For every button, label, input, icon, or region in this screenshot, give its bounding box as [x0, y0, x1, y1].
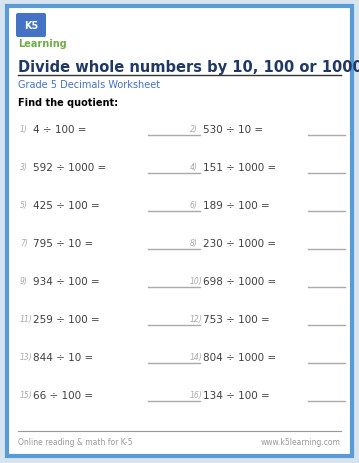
Text: K5: K5 — [24, 21, 38, 31]
Text: 151 ÷ 1000 =: 151 ÷ 1000 = — [203, 163, 280, 173]
Text: Online reading & math for K-5: Online reading & math for K-5 — [18, 437, 132, 446]
Text: 795 ÷ 10 =: 795 ÷ 10 = — [33, 238, 97, 249]
Text: 8): 8) — [190, 239, 198, 248]
Text: 804 ÷ 1000 =: 804 ÷ 1000 = — [203, 352, 279, 362]
Text: 5): 5) — [20, 201, 28, 210]
Text: 425 ÷ 100 =: 425 ÷ 100 = — [33, 200, 103, 211]
Text: Find the quotient:: Find the quotient: — [18, 98, 118, 108]
Text: 11): 11) — [20, 315, 33, 324]
Text: Learning: Learning — [18, 39, 67, 49]
Text: Divide whole numbers by 10, 100 or 1000: Divide whole numbers by 10, 100 or 1000 — [18, 60, 359, 75]
Text: 189 ÷ 100 =: 189 ÷ 100 = — [203, 200, 273, 211]
Text: 134 ÷ 100 =: 134 ÷ 100 = — [203, 390, 273, 400]
Text: 753 ÷ 100 =: 753 ÷ 100 = — [203, 314, 273, 324]
Text: www.k5learning.com: www.k5learning.com — [261, 437, 341, 446]
Text: 2): 2) — [190, 125, 198, 134]
Text: 7): 7) — [20, 239, 28, 248]
Text: 10): 10) — [190, 277, 203, 286]
Text: 16): 16) — [190, 391, 203, 400]
Text: 4 ÷ 100 =: 4 ÷ 100 = — [33, 125, 90, 135]
Text: 698 ÷ 1000 =: 698 ÷ 1000 = — [203, 276, 280, 287]
Text: 14): 14) — [190, 353, 203, 362]
Text: 934 ÷ 100 =: 934 ÷ 100 = — [33, 276, 103, 287]
Text: 15): 15) — [20, 391, 33, 400]
Text: 592 ÷ 1000 =: 592 ÷ 1000 = — [33, 163, 109, 173]
Text: 230 ÷ 1000 =: 230 ÷ 1000 = — [203, 238, 279, 249]
Text: 9): 9) — [20, 277, 28, 286]
Text: 4): 4) — [190, 163, 198, 172]
Text: Grade 5 Decimals Worksheet: Grade 5 Decimals Worksheet — [18, 80, 160, 90]
Text: 3): 3) — [20, 163, 28, 172]
Text: 259 ÷ 100 =: 259 ÷ 100 = — [33, 314, 103, 324]
Text: 12): 12) — [190, 315, 203, 324]
FancyBboxPatch shape — [7, 7, 352, 456]
Text: 844 ÷ 10 =: 844 ÷ 10 = — [33, 352, 97, 362]
Text: 530 ÷ 10 =: 530 ÷ 10 = — [203, 125, 266, 135]
Text: 66 ÷ 100 =: 66 ÷ 100 = — [33, 390, 96, 400]
Text: 13): 13) — [20, 353, 33, 362]
Text: 6): 6) — [190, 201, 198, 210]
Text: 1): 1) — [20, 125, 28, 134]
FancyBboxPatch shape — [16, 14, 46, 38]
